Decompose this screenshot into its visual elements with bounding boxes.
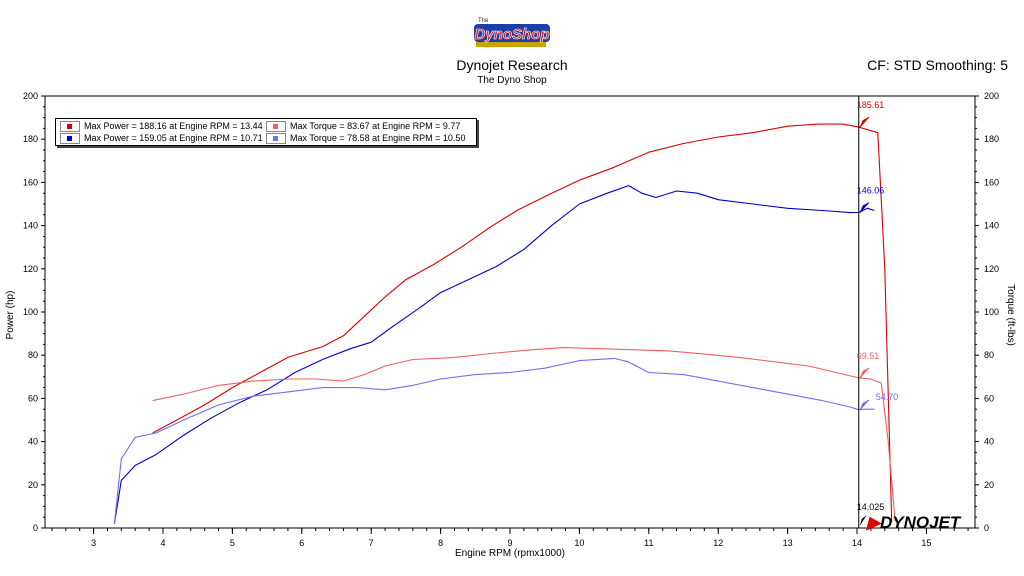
y-tick-label-right: 160 xyxy=(984,177,999,187)
x-axis-label: Engine RPM (rpmx1000) xyxy=(455,548,565,559)
y-tick-label-right: 200 xyxy=(984,91,999,101)
chart-subtitle: The Dyno Shop xyxy=(477,75,547,86)
legend-swatch xyxy=(60,133,80,144)
chart-axes: 0 0 20 20 40 40 60 60 80 80 100 100 120 120 140 140 160 1… xyxy=(23,91,999,548)
y-tick-label: 60 xyxy=(28,393,38,403)
y-tick-label: 100 xyxy=(23,307,38,317)
x-tick-label: 10 xyxy=(574,538,584,548)
cursor-value-arrow xyxy=(859,367,870,379)
legend-label: Max Power = 188.16 at Engine RPM = 13.44 xyxy=(84,121,263,131)
cursor-rpm-marker xyxy=(859,515,867,526)
legend-swatch xyxy=(266,121,286,132)
cursor-value-arrow xyxy=(859,202,870,213)
svg-text:The: The xyxy=(478,18,489,24)
y-tick-label-right: 0 xyxy=(984,523,989,533)
x-tick-label: 8 xyxy=(438,538,443,548)
y-axis-label-right: Torque (ft-lbs) xyxy=(1005,284,1016,346)
cursor-value-label: 146.06 xyxy=(857,186,885,196)
legend-label: Max Torque = 78.58 at Engine RPM = 10.50 xyxy=(290,133,466,143)
x-tick-label: 4 xyxy=(160,538,165,548)
svg-text:▶: ▶ xyxy=(866,513,882,532)
plot-frame xyxy=(44,95,976,529)
legend-label: Max Power = 159.05 at Engine RPM = 10.71 xyxy=(84,133,263,143)
y-tick-label: 160 xyxy=(23,177,38,187)
y-tick-label: 20 xyxy=(28,480,38,490)
cursor-value-arrow xyxy=(859,116,870,128)
y-tick-label-right: 60 xyxy=(984,393,994,403)
chart-legend: Max Power = 188.16 at Engine RPM = 13.44… xyxy=(55,118,477,146)
y-tick-label-right: 120 xyxy=(984,264,999,274)
x-tick-label: 14 xyxy=(852,538,862,548)
y-tick-label-right: 180 xyxy=(984,134,999,144)
legend-swatch xyxy=(60,121,80,132)
x-tick-label: 5 xyxy=(230,538,235,548)
legend-label: Max Torque = 83.67 at Engine RPM = 9.77 xyxy=(290,121,461,131)
x-tick-label: 3 xyxy=(91,538,96,548)
rpm-cursor: 14.025 185.61 146.06 69.51 54.70 xyxy=(857,96,899,528)
y-tick-label: 40 xyxy=(28,437,38,447)
x-tick-label: 9 xyxy=(507,538,512,548)
y-tick-label-right: 40 xyxy=(984,437,994,447)
svg-text:DynoShop: DynoShop xyxy=(475,26,550,43)
correction-factor-label: CF: STD Smoothing: 5 xyxy=(867,57,1008,73)
y-tick-label-right: 20 xyxy=(984,480,994,490)
y-tick-label-right: 140 xyxy=(984,221,999,231)
legend-swatch xyxy=(266,133,286,144)
cursor-value-label: 185.61 xyxy=(857,100,885,110)
series-line-3 xyxy=(152,347,896,522)
chart-series xyxy=(113,123,896,524)
y-tick-label: 120 xyxy=(23,264,38,274)
watermark-text: DYNOJET xyxy=(880,513,962,532)
y-tick-label: 0 xyxy=(33,523,38,533)
y-tick-label-right: 100 xyxy=(984,307,999,317)
x-tick-label: 12 xyxy=(713,538,723,548)
series-line-4 xyxy=(113,357,875,524)
y-tick-label-right: 80 xyxy=(984,350,994,360)
series-line-1 xyxy=(152,123,893,522)
y-tick-label: 200 xyxy=(23,91,38,101)
x-tick-label: 7 xyxy=(369,538,374,548)
cursor-value-label: 54.70 xyxy=(876,392,899,402)
y-tick-label: 140 xyxy=(23,221,38,231)
cursor-rpm-label: 14.025 xyxy=(857,502,885,512)
x-tick-label: 15 xyxy=(921,538,931,548)
x-tick-label: 6 xyxy=(299,538,304,548)
cursor-value-arrow xyxy=(859,399,870,411)
y-tick-label: 180 xyxy=(23,134,38,144)
dyno-shop-logo: DynoShop The xyxy=(468,12,556,52)
series-line-2 xyxy=(113,185,875,524)
y-tick-label: 80 xyxy=(28,350,38,360)
y-axis-label-left: Power (hp) xyxy=(5,291,16,340)
chart-title: Dynojet Research xyxy=(456,57,568,73)
dynojet-watermark: ▶ DYNOJET xyxy=(866,513,962,532)
x-tick-label: 13 xyxy=(783,538,793,548)
cursor-value-label: 69.51 xyxy=(857,351,880,361)
x-tick-label: 11 xyxy=(644,538,653,548)
